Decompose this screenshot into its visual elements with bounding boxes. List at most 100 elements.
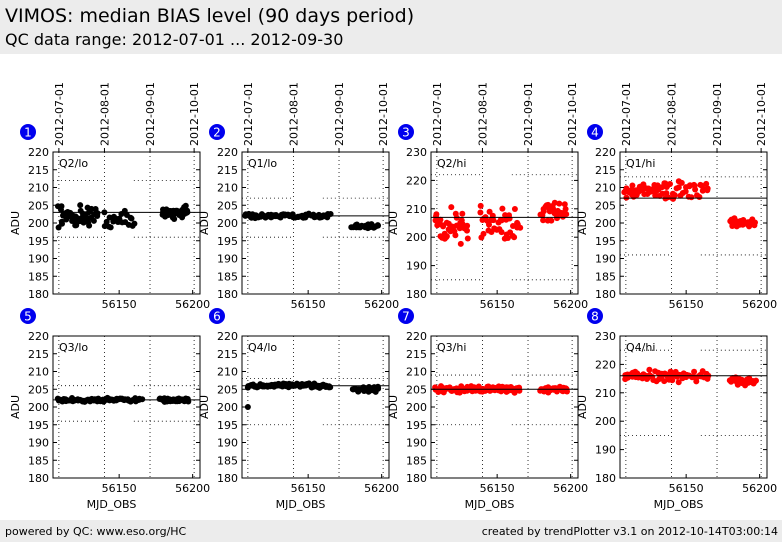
- x-tick-label: 56150: [480, 482, 515, 495]
- series-label: Q1/lo: [248, 157, 277, 170]
- y-tick-label: 190: [217, 253, 238, 266]
- y-tick-label: 205: [28, 199, 49, 212]
- data-point: [107, 224, 114, 231]
- data-point-outlier: [244, 404, 251, 410]
- panel-7: 7 180 185 190 195 200 205 210 215 220 56150 56200 Q3…: [387, 308, 588, 511]
- x-tick-label: 56150: [291, 482, 326, 495]
- data-point: [59, 220, 65, 227]
- y-axis-label: ADU: [198, 395, 211, 419]
- data-point: [486, 208, 493, 215]
- plot-frame: [52, 335, 201, 479]
- x-axis-label: MJD_OBS: [654, 498, 704, 511]
- y-tick-label: 195: [406, 419, 427, 432]
- y-tick-label: 180: [406, 288, 427, 301]
- y-tick-label: 205: [217, 383, 238, 396]
- y-tick-label: 215: [595, 164, 616, 177]
- panel-5: 5 180 185 190 195 200 205 210 215 220 56150 56200 Q3…: [9, 308, 210, 511]
- panel-badge-number: 4: [591, 126, 599, 140]
- data-point: [646, 366, 653, 373]
- x-tick-label: 56150: [102, 482, 137, 495]
- y-tick-label: 210: [406, 203, 427, 216]
- y-tick-label: 180: [595, 472, 616, 485]
- data-point: [464, 227, 470, 234]
- panel-badge: [587, 124, 603, 140]
- date-tick-label: 2012-09-01: [522, 82, 535, 146]
- y-tick-label: 210: [28, 182, 49, 195]
- y-tick-label: 220: [28, 146, 49, 159]
- x-tick-label: 56200: [553, 482, 588, 495]
- y-tick-label: 185: [595, 270, 616, 283]
- report-footer: powered by QC: www.eso.org/HC created by…: [0, 520, 782, 542]
- data-point: [669, 377, 676, 384]
- footer-credit: powered by QC: www.eso.org/HC: [5, 525, 187, 538]
- x-tick-label: 56200: [175, 298, 210, 311]
- data-point: [139, 396, 146, 403]
- series-label: Q4/lo: [248, 341, 277, 354]
- data-point: [629, 182, 636, 189]
- data-point: [443, 233, 450, 240]
- report-subtitle: QC data range: 2012-07-01 ... 2012-09-30: [5, 30, 344, 49]
- y-tick-label: 195: [217, 235, 238, 248]
- y-tick-label: 180: [28, 472, 49, 485]
- y-tick-label: 180: [28, 288, 49, 301]
- data-point: [667, 181, 673, 187]
- panel-1: 2012-07-01 2012-08-01 2012-09-01 2012-10-01…: [9, 82, 210, 311]
- data-point: [667, 368, 674, 375]
- panel-3: 2012-07-01 2012-08-01 2012-09-01 2012-10-01…: [387, 82, 588, 311]
- y-tick-label: 210: [28, 366, 49, 379]
- x-axis-label: MJD_OBS: [465, 498, 515, 511]
- data-point: [464, 222, 471, 229]
- y-tick-label: 185: [28, 270, 49, 283]
- panel-badge: [209, 124, 225, 140]
- data-point: [506, 212, 512, 219]
- series-label: Q1/hi: [626, 157, 655, 170]
- y-axis-label: ADU: [387, 395, 400, 419]
- x-tick-label: 56150: [669, 482, 704, 495]
- data-point: [562, 206, 569, 212]
- data-point: [548, 217, 555, 224]
- x-tick-label: 56150: [291, 298, 326, 311]
- panel-badge-number: 7: [402, 310, 410, 324]
- data-point: [486, 221, 492, 228]
- data-point: [498, 217, 505, 224]
- data-point: [375, 385, 382, 392]
- y-tick-label: 210: [406, 366, 427, 379]
- date-tick-label: 2012-07-01: [242, 82, 255, 146]
- y-tick-label: 205: [217, 199, 238, 212]
- date-tick-label: 2012-07-01: [431, 82, 444, 146]
- y-tick-label: 210: [217, 366, 238, 379]
- panel-badge: [20, 308, 36, 324]
- footer-generator: created by trendPlotter v3.1 on 2012-10-…: [481, 525, 778, 538]
- x-tick-label: 56200: [742, 298, 777, 311]
- y-tick-label: 190: [217, 437, 238, 450]
- data-point: [86, 222, 93, 229]
- data-point: [564, 388, 570, 395]
- y-tick-label: 215: [217, 348, 238, 361]
- date-tick-label: 2012-07-01: [620, 82, 633, 146]
- data-point: [561, 201, 568, 208]
- y-tick-label: 185: [217, 270, 238, 283]
- y-axis-label: ADU: [198, 211, 211, 235]
- y-tick-label: 210: [595, 387, 616, 400]
- panel-badge-number: 6: [213, 310, 221, 324]
- y-tick-label: 180: [217, 472, 238, 485]
- y-tick-label: 190: [28, 253, 49, 266]
- y-tick-label: 220: [406, 174, 427, 187]
- y-tick-label: 195: [28, 419, 49, 432]
- y-tick-label: 200: [217, 401, 238, 414]
- data-point: [516, 387, 523, 394]
- series-label: Q3/lo: [59, 341, 88, 354]
- panel-badge: [209, 308, 225, 324]
- data-point: [511, 206, 518, 212]
- y-tick-label: 180: [595, 288, 616, 301]
- data-point: [540, 208, 547, 215]
- data-point: [94, 210, 101, 217]
- data-point: [464, 235, 471, 242]
- x-tick-label: 56150: [480, 298, 515, 311]
- data-point: [90, 217, 97, 224]
- y-tick-label: 200: [28, 217, 49, 230]
- y-tick-label: 195: [595, 235, 616, 248]
- y-tick-label: 220: [217, 146, 238, 159]
- panel-6: 6 180 185 190 195 200 205 210 215 220 56150 56200 Q4…: [198, 308, 399, 511]
- y-tick-label: 200: [595, 217, 616, 230]
